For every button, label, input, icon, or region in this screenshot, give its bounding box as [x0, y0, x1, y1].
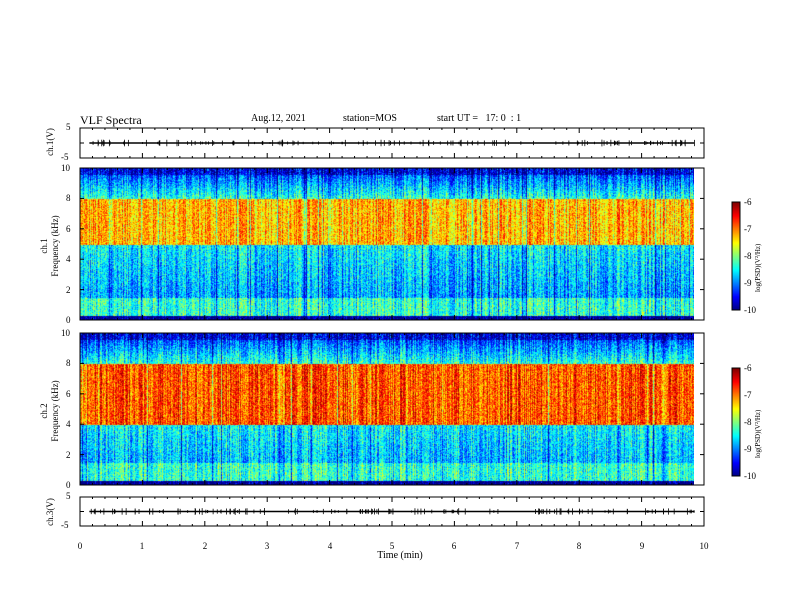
spec1-ytick: 0 — [66, 315, 71, 325]
ch1-voltage-ylabel: ch.1(V) — [45, 128, 55, 156]
x-tick-label: 9 — [639, 541, 645, 551]
station-label: station=MOS — [343, 113, 397, 124]
cb2-tick: -7 — [744, 390, 752, 400]
x-tick-label: 0 — [77, 541, 83, 551]
x-tick-label: 1 — [139, 541, 145, 551]
ch2-colorbar — [732, 368, 740, 476]
start-time-label: start UT = 17: 0 : 1 — [437, 113, 522, 124]
spec2-ytick: 4 — [66, 419, 71, 429]
spec1-ytick: 8 — [66, 193, 71, 203]
x-tick-label: 5 — [389, 541, 395, 551]
ch1-ytick-top: 5 — [66, 122, 71, 132]
x-tick-label: 3 — [264, 541, 270, 551]
ch1-colorbar — [732, 202, 740, 310]
cb2-label: log(PSD)(V²/Hz) — [754, 409, 762, 458]
spec2-ytick: 6 — [66, 389, 71, 399]
ch1-ytick-bottom: -5 — [61, 152, 69, 162]
x-tick-label: 10 — [699, 541, 709, 551]
spec1-ytick: 10 — [61, 163, 70, 173]
spec2-frame — [79, 332, 705, 486]
spec1-ytick: 4 — [66, 254, 71, 264]
cb1-label: log(PSD)(V²/Hz) — [754, 243, 762, 292]
cb2-tick: -6 — [744, 363, 752, 373]
x-tick-label: 4 — [327, 541, 333, 551]
spec2-ytick: 8 — [66, 358, 71, 368]
cb1-frame — [731, 201, 741, 311]
spec2-ytick: 10 — [61, 328, 70, 338]
x-tick-label: 2 — [202, 541, 208, 551]
x-tick-label: 8 — [576, 541, 582, 551]
spec2-ytick: 2 — [66, 450, 71, 460]
ch1-spectrogram-image — [80, 168, 694, 320]
cb2-tick: -8 — [744, 417, 752, 427]
cb1-tick: -10 — [744, 305, 756, 315]
cb2-tick: -9 — [744, 444, 752, 454]
ch3-ytick-top: 5 — [66, 491, 71, 501]
ch2-frequency-ylabel: ch.2 Frequency (kHz) — [39, 380, 60, 442]
date-label: Aug.12, 2021 — [251, 113, 306, 124]
x-axis-label: Time (min) — [377, 550, 423, 561]
x-tick-label: 7 — [514, 541, 520, 551]
cb1-tick: -7 — [744, 224, 752, 234]
ch2-spectrogram-image — [80, 333, 694, 485]
cb1-tick: -6 — [744, 197, 752, 207]
ch3-voltage-ylabel: ch.3(V) — [45, 498, 55, 526]
spec1-ytick: 6 — [66, 224, 71, 234]
spec2-ytick: 0 — [66, 480, 71, 490]
cb1-tick: -8 — [744, 251, 752, 261]
ch1-frequency-ylabel: ch.1 Frequency (kHz) — [39, 215, 60, 277]
figure-title: VLF Spectra — [80, 113, 142, 127]
spec1-ytick: 2 — [66, 285, 71, 295]
cb2-tick: -10 — [744, 471, 756, 481]
cb1-tick: -9 — [744, 278, 752, 288]
spec1-frame — [79, 167, 705, 321]
x-tick-label: 6 — [451, 541, 457, 551]
ch3-ytick-bottom: -5 — [61, 520, 69, 530]
cb2-frame — [731, 367, 741, 477]
